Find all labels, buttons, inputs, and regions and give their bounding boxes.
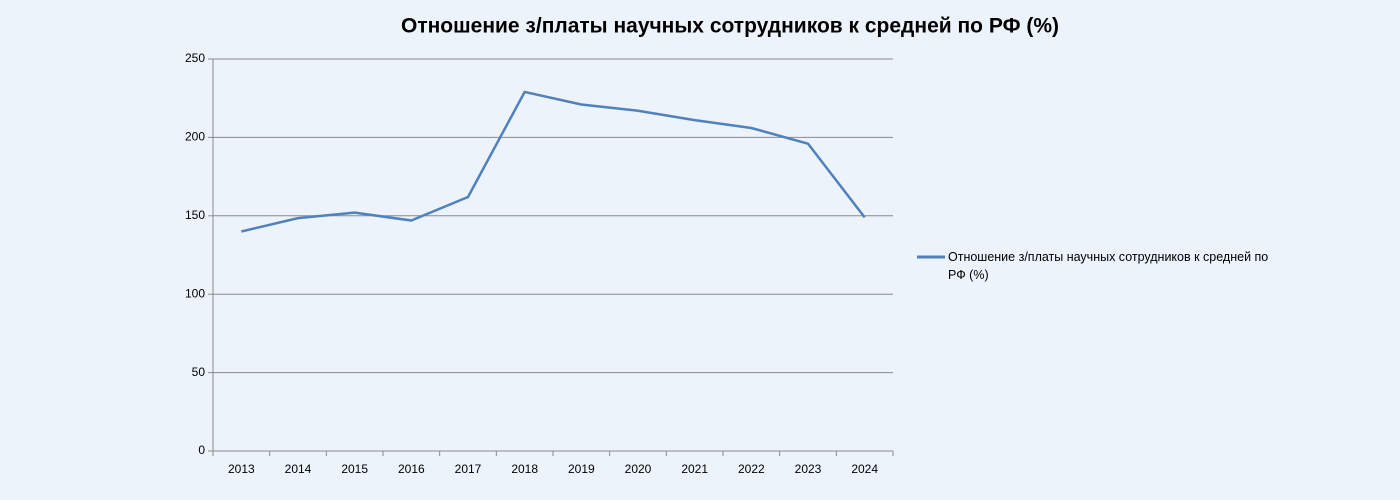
x-tick-label: 2015 xyxy=(341,462,368,476)
x-tick-label: 2020 xyxy=(625,462,652,476)
chart-title: Отношение з/платы научных сотрудников к … xyxy=(401,15,1059,38)
legend-label: Отношение з/платы научных сотрудников к … xyxy=(948,250,1269,282)
x-tick-label: 2024 xyxy=(851,462,878,476)
x-tick-label: 2019 xyxy=(568,462,595,476)
x-tick-label: 2023 xyxy=(795,462,822,476)
x-tick-label: 2021 xyxy=(681,462,708,476)
x-tick-label: 2014 xyxy=(285,462,312,476)
y-tick-label: 150 xyxy=(185,208,205,222)
series-line xyxy=(241,90,866,233)
y-tick-label: 50 xyxy=(192,365,206,379)
x-tick-label: 2017 xyxy=(455,462,482,476)
x-tick-label: 2016 xyxy=(398,462,425,476)
y-tick-label: 250 xyxy=(185,51,205,65)
x-tick-label: 2018 xyxy=(511,462,538,476)
y-tick-label: 0 xyxy=(198,443,205,457)
x-tick-label: 2022 xyxy=(738,462,765,476)
y-tick-label: 200 xyxy=(185,130,205,144)
y-tick-label: 100 xyxy=(185,286,205,300)
x-tick-label: 2013 xyxy=(228,462,255,476)
